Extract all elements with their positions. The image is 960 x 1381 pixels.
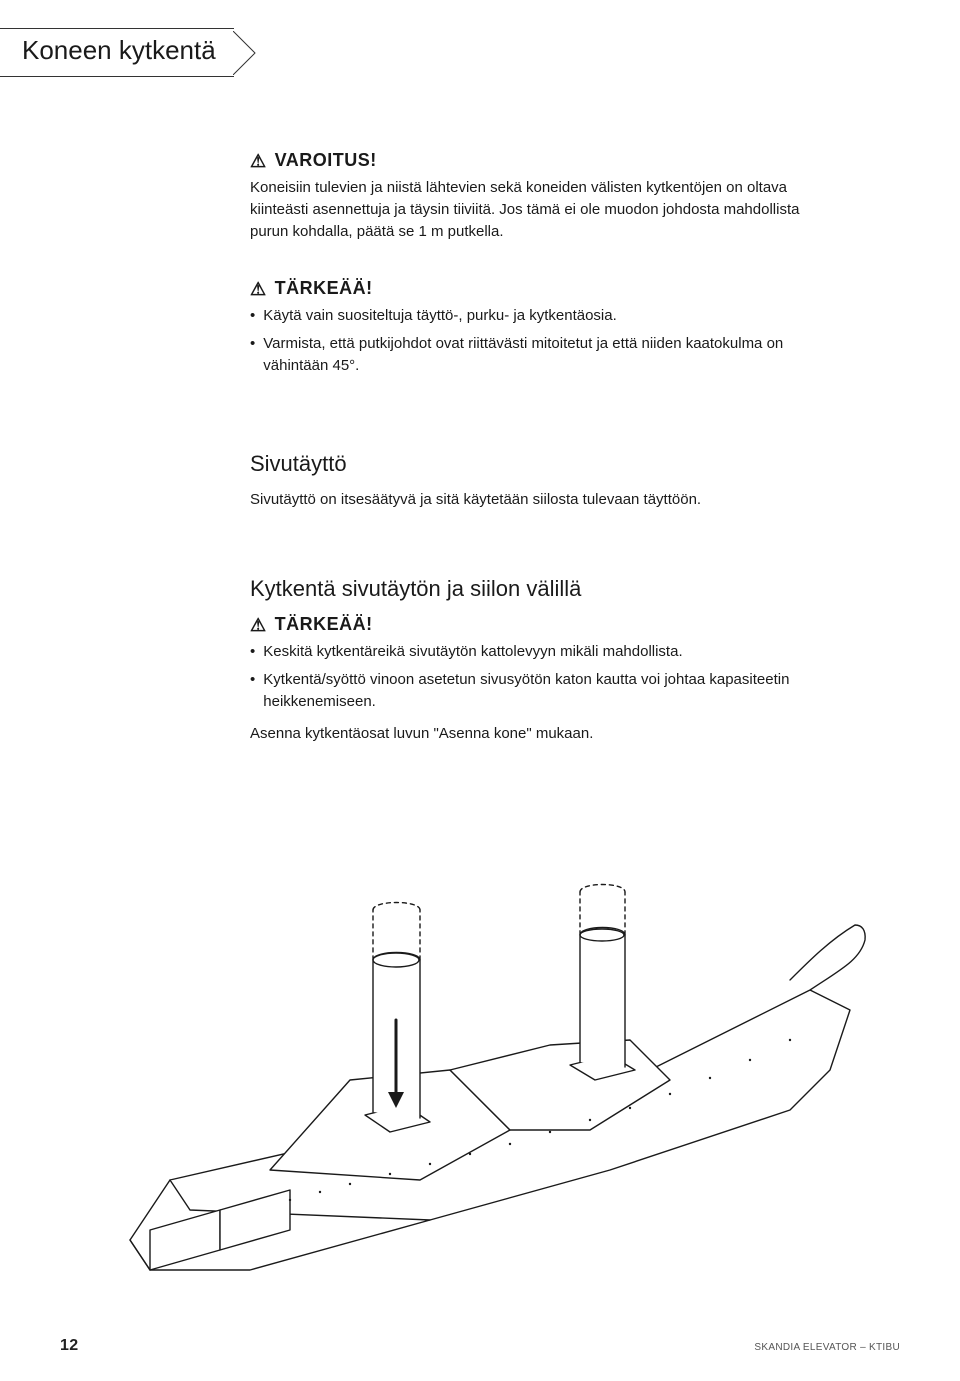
page-footer: 12 SKANDIA ELEVATOR – KTIBU <box>60 1337 900 1355</box>
page-number: 12 <box>60 1337 78 1355</box>
important-heading: TÄRKEÄÄ! <box>275 614 373 635</box>
section-paragraph: Asenna kytkentäosat luvun "Asenna kone" … <box>250 723 820 745</box>
section-heading: Kytkentä sivutäytön ja siilon välillä <box>250 576 820 602</box>
conveyor-line-drawing-icon <box>90 870 870 1300</box>
bullet-text: Kytkentä/syöttö vinoon asetetun sivusyöt… <box>263 669 820 713</box>
bullet-text: Käytä vain suositeltuja täyttö-, purku- … <box>263 305 617 327</box>
warning-heading: VAROITUS! <box>275 150 377 171</box>
bullet-icon <box>250 641 255 663</box>
important-block-1: ⚠ TÄRKEÄÄ! Käytä vain suositeltuja täytt… <box>250 278 820 376</box>
section-sivutaytto: Sivutäyttö Sivutäyttö on itsesäätyvä ja … <box>250 451 820 511</box>
warning-block: ⚠ VAROITUS! Koneisiin tulevien ja niistä… <box>250 150 820 242</box>
warning-icon: ⚠ <box>250 616 267 634</box>
warning-icon: ⚠ <box>250 280 267 298</box>
machine-illustration <box>90 870 870 1300</box>
bullet-icon <box>250 669 255 713</box>
section-paragraph: Sivutäyttö on itsesäätyvä ja sitä käytet… <box>250 489 820 511</box>
bullet-icon <box>250 333 255 377</box>
content-column: ⚠ VAROITUS! Koneisiin tulevien ja niistä… <box>250 150 820 744</box>
bullet-icon <box>250 305 255 327</box>
section-kytkenta: Kytkentä sivutäytön ja siilon välillä ⚠ … <box>250 576 820 744</box>
bullet-text: Varmista, että putkijohdot ovat riittävä… <box>263 333 820 377</box>
page-header-tab: Koneen kytkentä <box>0 28 258 77</box>
section-heading: Sivutäyttö <box>250 451 820 477</box>
page-title: Koneen kytkentä <box>0 28 234 77</box>
warning-paragraph: Koneisiin tulevien ja niistä lähtevien s… <box>250 177 820 242</box>
publication-name: SKANDIA ELEVATOR – KTIBU <box>754 1342 900 1353</box>
important-heading: TÄRKEÄÄ! <box>275 278 373 299</box>
warning-icon: ⚠ <box>250 152 267 170</box>
bullet-text: Keskitä kytkentäreikä sivutäytön kattole… <box>263 641 682 663</box>
